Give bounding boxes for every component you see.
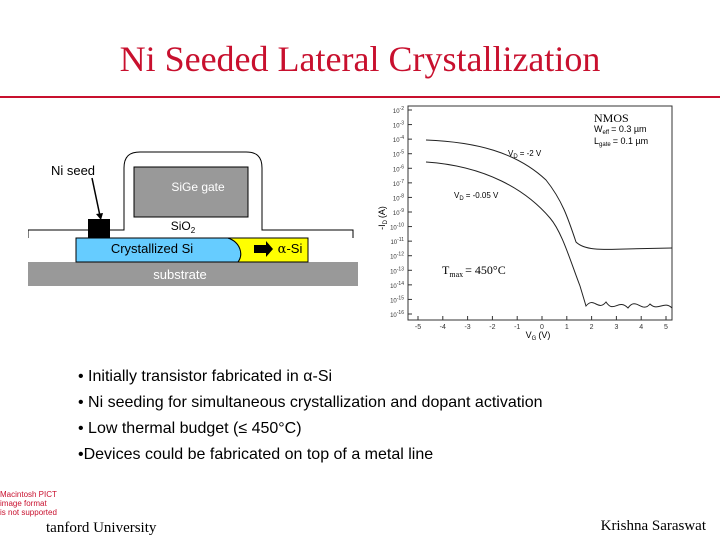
ni-seed-block: [88, 219, 110, 238]
gate-label: SiGe gate: [171, 180, 225, 194]
vd-high-annotation: VD = -2 V: [508, 149, 542, 160]
footer-author: Krishna Saraswat: [600, 518, 706, 534]
y-tick-label: 10-7: [393, 179, 404, 188]
device-cross-section: substrate Crystallized Si α-Si SiO2 SiGe…: [28, 151, 358, 286]
weff-annotation: Weff = 0.3 µm: [594, 124, 647, 136]
oxide-text: SiO: [171, 219, 191, 233]
bullet-item: • Initially transistor fabricated in α-S…: [78, 368, 333, 385]
x-tick-label: 2: [590, 324, 594, 331]
ni-seed-pointer: [91, 177, 101, 217]
x-axis-label: VG (V): [526, 330, 551, 340]
y-tick-label: 10-11: [390, 237, 404, 246]
crystallized-si-label: Crystallized Si: [111, 241, 193, 256]
bullet-item: •Devices could be fabricated on top of a…: [78, 446, 434, 463]
y-tick-label: 10-2: [393, 106, 404, 115]
x-tick-label: 5: [664, 324, 668, 331]
oxide-label: SiO2: [171, 219, 196, 235]
sige-gate: [133, 166, 249, 218]
y-tick-label: 10-15: [390, 295, 404, 304]
x-tick-label: -4: [440, 324, 446, 331]
alpha-si-text: -Si: [286, 241, 302, 256]
y-tick-label: 10-3: [393, 121, 404, 130]
x-tick-label: -2: [489, 324, 495, 331]
y-axis-label: -ID(A): [377, 206, 389, 230]
ni-seed-pointer-head: [96, 213, 103, 220]
y-tick-label: 10-13: [390, 266, 404, 275]
pict-notice-line: is not supported: [0, 508, 57, 517]
x-tick-label: 0: [540, 324, 544, 331]
vd-low-annotation: VD = -0.05 V: [454, 191, 499, 202]
x-tick-label: -3: [464, 324, 470, 331]
pict-notice-line: Macintosh PICT: [0, 490, 57, 499]
oxide-subscript: 2: [191, 226, 196, 235]
x-ticks: -5 -4 -3 -2 -1 0 1 2 3 4 5: [415, 316, 668, 331]
y-tick-label: 10-14: [390, 281, 404, 290]
alpha-glyph: α: [278, 242, 287, 257]
pict-unsupported-notice: Macintosh PICT image format is not suppo…: [0, 490, 57, 517]
pict-notice-line: image format: [0, 499, 47, 508]
bullet-item: • Low thermal budget (≤ 450°C): [78, 420, 302, 437]
curve-vd-005v: [425, 161, 673, 309]
nmos-label: NMOS: [594, 111, 629, 125]
y-ticks: 10-2 10-3 10-4 10-5 10-6 10-7 10-8 10-9 10-10 10-…: [390, 106, 412, 319]
x-tick-label: 4: [639, 324, 643, 331]
alpha-si-label: α-Si: [278, 241, 303, 257]
curve-vd-2v: [425, 139, 673, 250]
x-tick-label: 1: [565, 324, 569, 331]
tmax-label: Tmax = 450°C: [442, 263, 506, 279]
bullet-item: • Ni seeding for simultaneous crystalliz…: [78, 394, 543, 411]
id-vg-graph: 10-210-310-410-510-610-710-810-910-1010-…: [377, 105, 673, 340]
ni-seed-label: Ni seed: [51, 163, 95, 178]
y-tick-label: 10-12: [390, 252, 404, 261]
footer-university: tanford University: [46, 520, 157, 536]
oxide-layer: [28, 151, 354, 238]
y-tick-label: 10-8: [393, 193, 404, 202]
y-tick-label: 10-10: [390, 223, 404, 232]
y-tick-label: 10-4: [393, 135, 404, 144]
bullet-list: • Initially transistor fabricated in α-S…: [78, 364, 678, 468]
substrate-label: substrate: [153, 267, 206, 282]
slide-title: Ni Seeded Lateral Crystallization: [119, 39, 601, 79]
x-tick-label: 3: [614, 324, 618, 331]
y-tick-label: 10-16: [390, 310, 404, 319]
growth-arrow: [254, 241, 273, 257]
lgate-annotation: Lgate = 0.1 µm: [594, 136, 648, 148]
title-rule: [0, 96, 720, 98]
y-tick-label: 10-9: [393, 208, 404, 217]
x-tick-label: -1: [514, 324, 520, 331]
substrate-layer: [28, 262, 358, 286]
y-tick-label: 10-5: [393, 150, 404, 159]
x-tick-label: -5: [415, 324, 421, 331]
y-tick-label: 10-6: [393, 164, 404, 173]
